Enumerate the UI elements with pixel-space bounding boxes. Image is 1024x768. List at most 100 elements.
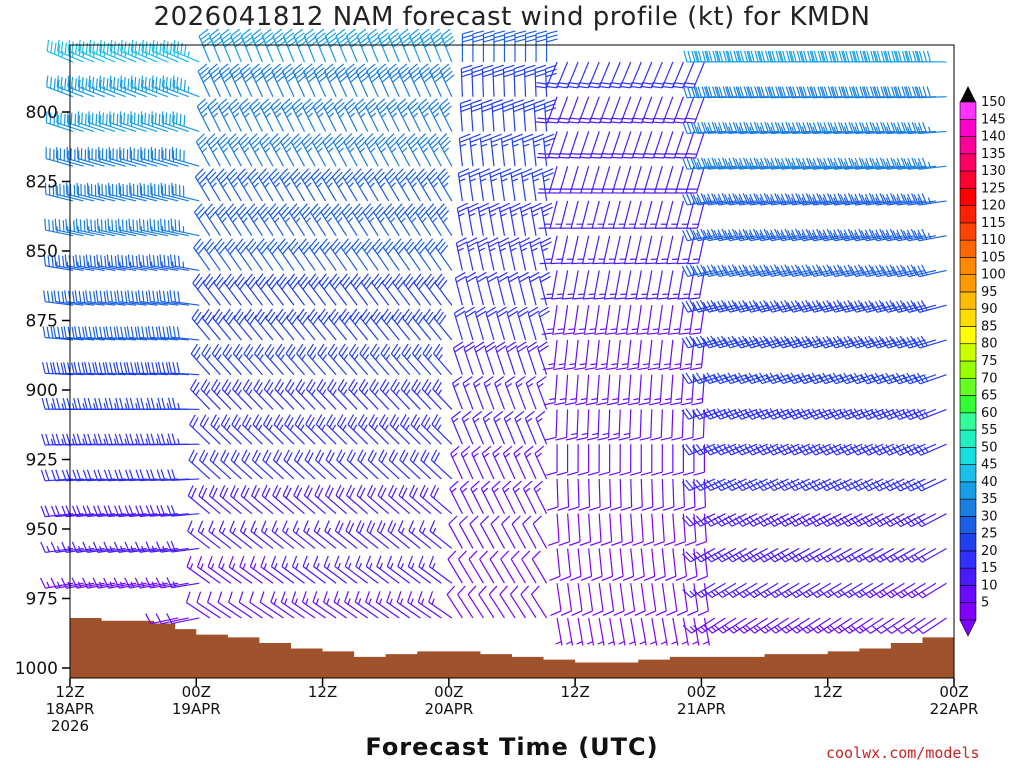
wind-barb: [530, 585, 548, 619]
barb-flag: [239, 520, 246, 532]
barb-flag: [305, 414, 312, 425]
barb-flag: [429, 63, 439, 72]
barb-flag: [418, 136, 428, 146]
wind-barb: [647, 339, 663, 371]
wind-barb: [366, 63, 381, 97]
barb-flag: [455, 310, 466, 318]
barb-staff: [449, 488, 463, 514]
barb-staff: [397, 566, 421, 584]
wind-barb: [294, 414, 316, 445]
barb-flag: [494, 376, 505, 384]
barb-flag: [507, 310, 519, 318]
barb-flag: [103, 505, 109, 517]
barb-staff: [336, 459, 358, 480]
wind-barb: [417, 591, 442, 619]
barb-half-flag: [473, 452, 479, 458]
barb-flag: [608, 85, 621, 89]
barb-flag: [41, 362, 46, 374]
barb-flag: [659, 402, 671, 406]
wind-barb: [272, 484, 295, 515]
barb-flag: [205, 276, 214, 287]
barb-staff: [630, 548, 635, 577]
barb-flag: [263, 32, 274, 41]
barb-flag: [623, 610, 635, 616]
wind-barb: [635, 270, 653, 300]
barb-flag: [334, 136, 344, 146]
wind-barb: [396, 591, 421, 619]
barb-flag: [66, 111, 69, 123]
barb-flag: [652, 156, 665, 159]
barb-flag: [563, 367, 576, 371]
barb-flag: [167, 433, 172, 445]
barb-flag: [610, 82, 622, 85]
barb-flag: [702, 517, 712, 527]
barb-flag: [465, 310, 477, 318]
wind-barb: [333, 98, 348, 132]
barb-staff: [654, 200, 663, 229]
barb-flag: [681, 481, 690, 491]
barb-staff: [320, 211, 337, 237]
barb-flag: [366, 520, 372, 532]
barb-flag: [304, 449, 311, 461]
barb-half-flag: [516, 382, 523, 388]
wind-barb: [458, 133, 471, 167]
barb-flag: [701, 50, 707, 63]
barb-flag: [472, 72, 484, 78]
barb-staff: [619, 61, 632, 89]
barb-flag: [99, 44, 103, 56]
barb-flag: [520, 202, 532, 209]
barb-flag: [114, 505, 120, 517]
barb-flag: [365, 314, 373, 325]
barb-flag: [299, 203, 308, 213]
wind-barb: [518, 271, 530, 306]
wind-barb: [624, 270, 642, 300]
wind-barb: [260, 520, 284, 549]
barb-flag: [320, 311, 329, 322]
wind-barb: [620, 478, 633, 511]
barb-flag: [260, 171, 269, 181]
barb-flag: [166, 505, 172, 517]
barb-flag: [47, 255, 50, 267]
barb-flag: [643, 152, 655, 155]
barb-flag: [681, 409, 690, 420]
barb-flag: [473, 376, 484, 384]
barb-flag: [375, 98, 386, 107]
wind-barb: [74, 290, 105, 306]
barb-flag: [523, 480, 533, 490]
barb-flag: [690, 193, 696, 205]
barb-flag: [571, 610, 583, 616]
barb-flag: [234, 417, 241, 428]
barb-staff: [490, 138, 495, 167]
wind-barb: [523, 445, 537, 480]
barb-staff: [516, 347, 527, 375]
wind-barb: [409, 484, 432, 515]
barb-flag: [88, 326, 92, 338]
barb-flag: [514, 38, 527, 43]
barb-flag: [362, 203, 372, 213]
barb-flag: [352, 168, 362, 178]
barb-staff: [409, 495, 432, 515]
barb-flag: [210, 32, 221, 41]
barb-flag: [282, 136, 292, 146]
barb-flag: [282, 484, 289, 496]
barb-flag: [461, 64, 473, 70]
barb-staff: [468, 558, 484, 584]
barb-flag: [341, 311, 350, 322]
barb-flag: [348, 343, 357, 354]
wind-barb: [623, 235, 642, 265]
barb-flag: [60, 326, 65, 339]
barb-flag: [75, 218, 78, 231]
wind-barb: [633, 548, 645, 581]
barb-staff: [669, 339, 674, 368]
barb-flag: [128, 218, 131, 231]
barb-flag: [151, 326, 155, 338]
barb-flag: [573, 332, 585, 335]
wind-barb: [672, 444, 684, 476]
barb-flag: [93, 291, 96, 303]
barb-flag: [324, 101, 335, 111]
barb-flag: [282, 520, 288, 532]
wind-barb: [299, 203, 316, 237]
barb-flag: [67, 75, 70, 88]
barb-flag: [118, 469, 124, 481]
barb-flag: [277, 381, 285, 393]
